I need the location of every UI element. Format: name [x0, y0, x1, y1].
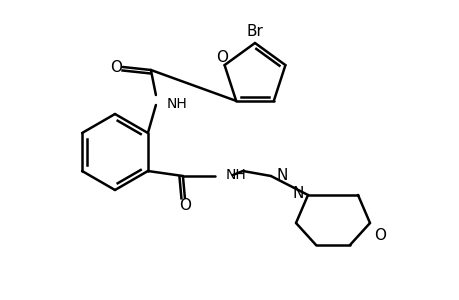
Text: O: O — [216, 50, 228, 64]
Text: NH: NH — [225, 168, 246, 182]
Text: NH: NH — [167, 97, 187, 111]
Text: Br: Br — [246, 23, 263, 38]
Text: O: O — [179, 197, 190, 212]
Text: N: N — [276, 167, 288, 182]
Text: O: O — [110, 59, 122, 74]
Text: N: N — [292, 187, 303, 202]
Text: O: O — [373, 229, 385, 244]
